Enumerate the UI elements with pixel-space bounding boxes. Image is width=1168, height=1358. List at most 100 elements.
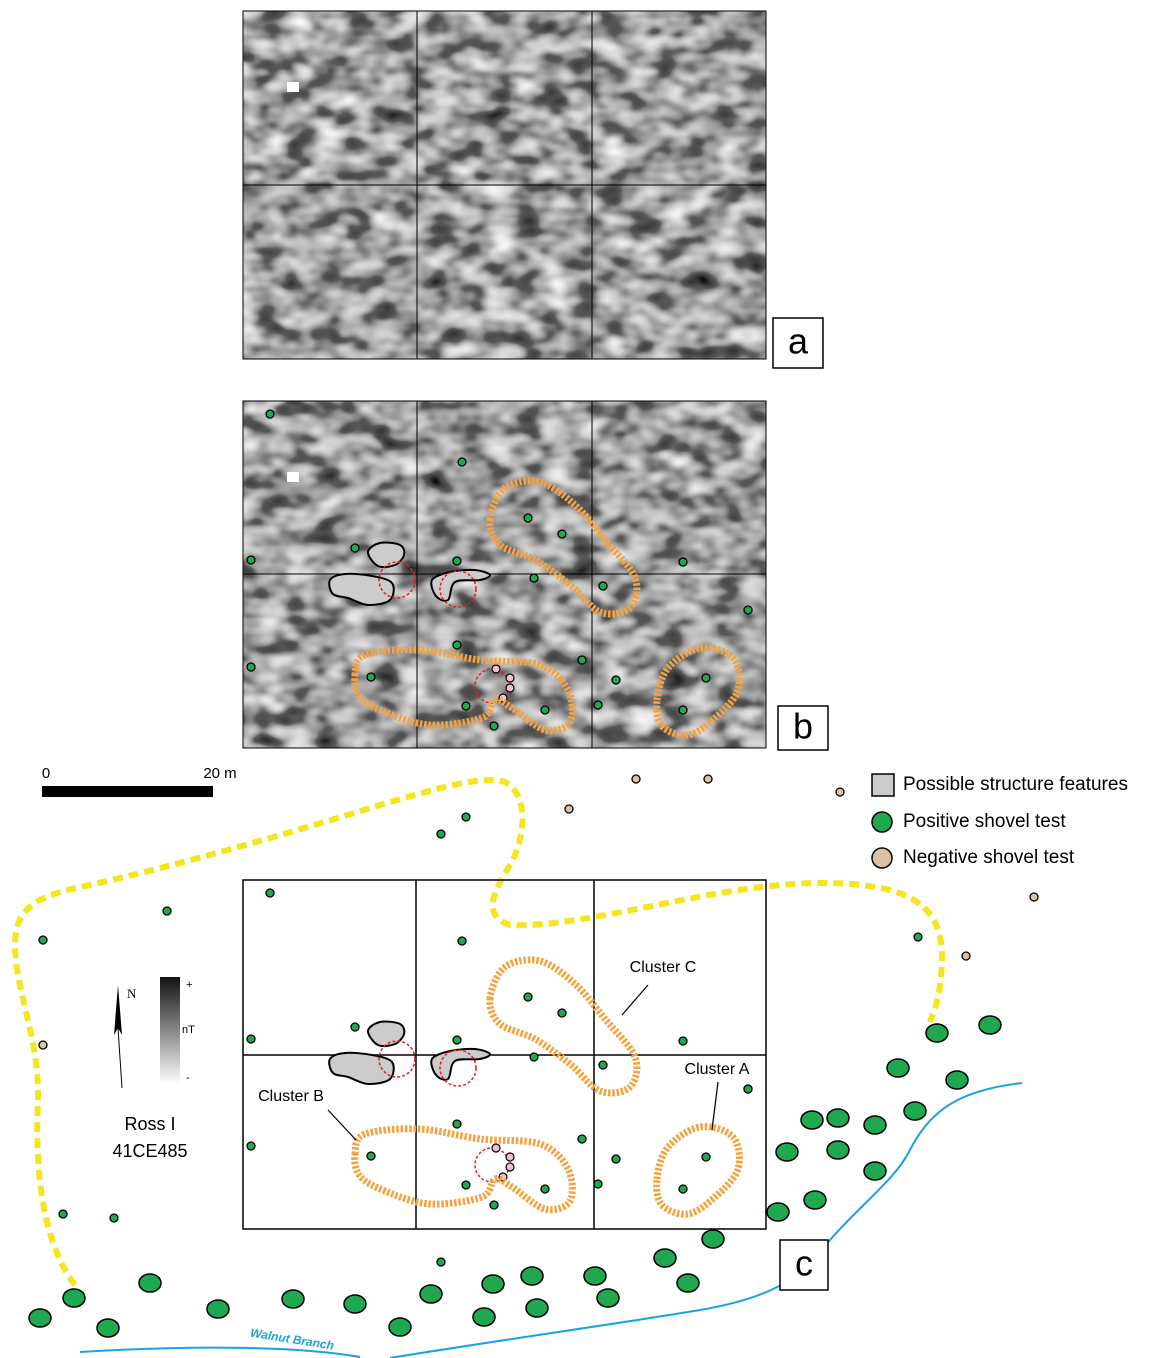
positive-shovel-test — [266, 889, 274, 897]
tree — [526, 1299, 548, 1317]
positive-shovel-test — [59, 1210, 67, 1218]
legend-swatch — [872, 774, 894, 796]
tree — [979, 1016, 1001, 1034]
tree — [864, 1162, 886, 1180]
positive-shovel-test — [541, 1185, 549, 1193]
positive-shovel-test — [462, 702, 470, 710]
negative-shovel-test — [632, 775, 640, 783]
tree — [776, 1143, 798, 1161]
gradient-unit: nT — [182, 1024, 195, 1036]
legend-swatch — [872, 848, 892, 868]
cluster-label: Cluster A — [685, 1061, 750, 1078]
positive-shovel-test — [679, 558, 687, 566]
tree — [887, 1059, 909, 1077]
tree — [344, 1295, 366, 1313]
positive-shovel-test — [462, 1181, 470, 1189]
positive-shovel-test — [530, 1053, 538, 1061]
small-feature — [506, 684, 514, 692]
positive-shovel-test — [744, 606, 752, 614]
positive-shovel-test — [679, 1185, 687, 1193]
positive-shovel-test — [612, 676, 620, 684]
panel-label: a — [788, 321, 809, 362]
positive-shovel-test — [458, 937, 466, 945]
negative-shovel-test — [565, 805, 573, 813]
positive-shovel-test — [462, 813, 470, 821]
tree — [473, 1308, 495, 1326]
tree — [654, 1249, 676, 1267]
anomaly — [287, 82, 299, 92]
site-number: 41CE485 — [112, 1141, 187, 1161]
positive-shovel-test — [453, 1120, 461, 1128]
positive-shovel-test — [266, 410, 274, 418]
positive-shovel-test — [490, 1201, 498, 1209]
positive-shovel-test — [437, 830, 445, 838]
positive-shovel-test — [524, 514, 532, 522]
negative-shovel-test — [962, 952, 970, 960]
cluster-label: Cluster C — [630, 959, 697, 976]
legend-swatch — [872, 812, 892, 832]
positive-shovel-test — [558, 1009, 566, 1017]
tree — [282, 1290, 304, 1308]
small-feature — [506, 1153, 514, 1161]
panel-label: b — [793, 706, 813, 747]
tree — [97, 1319, 119, 1337]
positive-shovel-test — [679, 1037, 687, 1045]
tree — [864, 1116, 886, 1134]
legend-label: Positive shovel test — [903, 811, 1066, 832]
positive-shovel-test — [530, 574, 538, 582]
tree — [63, 1289, 85, 1307]
cluster-outline — [490, 960, 637, 1093]
tree — [801, 1111, 823, 1129]
positive-shovel-test — [578, 1135, 586, 1143]
positive-shovel-test — [367, 673, 375, 681]
tree — [804, 1191, 826, 1209]
positive-shovel-test — [39, 936, 47, 944]
structure-feature — [368, 1022, 404, 1047]
cluster-label: Cluster B — [258, 1088, 324, 1105]
positive-shovel-test — [679, 706, 687, 714]
positive-shovel-test — [367, 1152, 375, 1160]
shovel-tests — [39, 775, 1038, 1266]
anomaly — [287, 472, 299, 482]
tree — [207, 1300, 229, 1318]
scale-bar — [42, 786, 213, 797]
negative-shovel-test — [704, 775, 712, 783]
tree — [521, 1267, 543, 1285]
cluster-outline — [657, 1127, 740, 1215]
positive-shovel-test — [578, 656, 586, 664]
structure-feature — [329, 1053, 394, 1084]
positive-shovel-test — [351, 544, 359, 552]
small-feature — [506, 674, 514, 682]
positive-shovel-test — [453, 1036, 461, 1044]
positive-shovel-test — [702, 1153, 710, 1161]
panel-label: c — [795, 1243, 813, 1284]
positive-shovel-test — [351, 1023, 359, 1031]
tree — [420, 1285, 442, 1303]
tree — [482, 1275, 504, 1293]
positive-shovel-test — [453, 557, 461, 565]
positive-shovel-test — [541, 706, 549, 714]
legend-label: Possible structure features — [903, 774, 1128, 795]
small-feature — [492, 665, 500, 673]
scale-end: 20 m — [203, 765, 236, 782]
north-arrow — [114, 985, 122, 1088]
small-feature — [492, 1144, 500, 1152]
positive-shovel-test — [247, 663, 255, 671]
tree — [389, 1318, 411, 1336]
tree — [677, 1274, 699, 1292]
positive-shovel-test — [458, 458, 466, 466]
tree — [827, 1141, 849, 1159]
tree — [926, 1024, 948, 1042]
tree — [584, 1267, 606, 1285]
positive-shovel-test — [744, 1085, 752, 1093]
cluster-outline — [355, 1129, 573, 1210]
positive-shovel-test — [594, 701, 602, 709]
gradient-bar — [160, 977, 180, 1084]
positive-shovel-test — [612, 1155, 620, 1163]
positive-shovel-test — [453, 641, 461, 649]
positive-shovel-test — [594, 1180, 602, 1188]
north-label: N — [127, 986, 137, 1001]
small-feature — [506, 1163, 514, 1171]
positive-shovel-test — [437, 1258, 445, 1266]
scale-start: 0 — [42, 765, 50, 782]
